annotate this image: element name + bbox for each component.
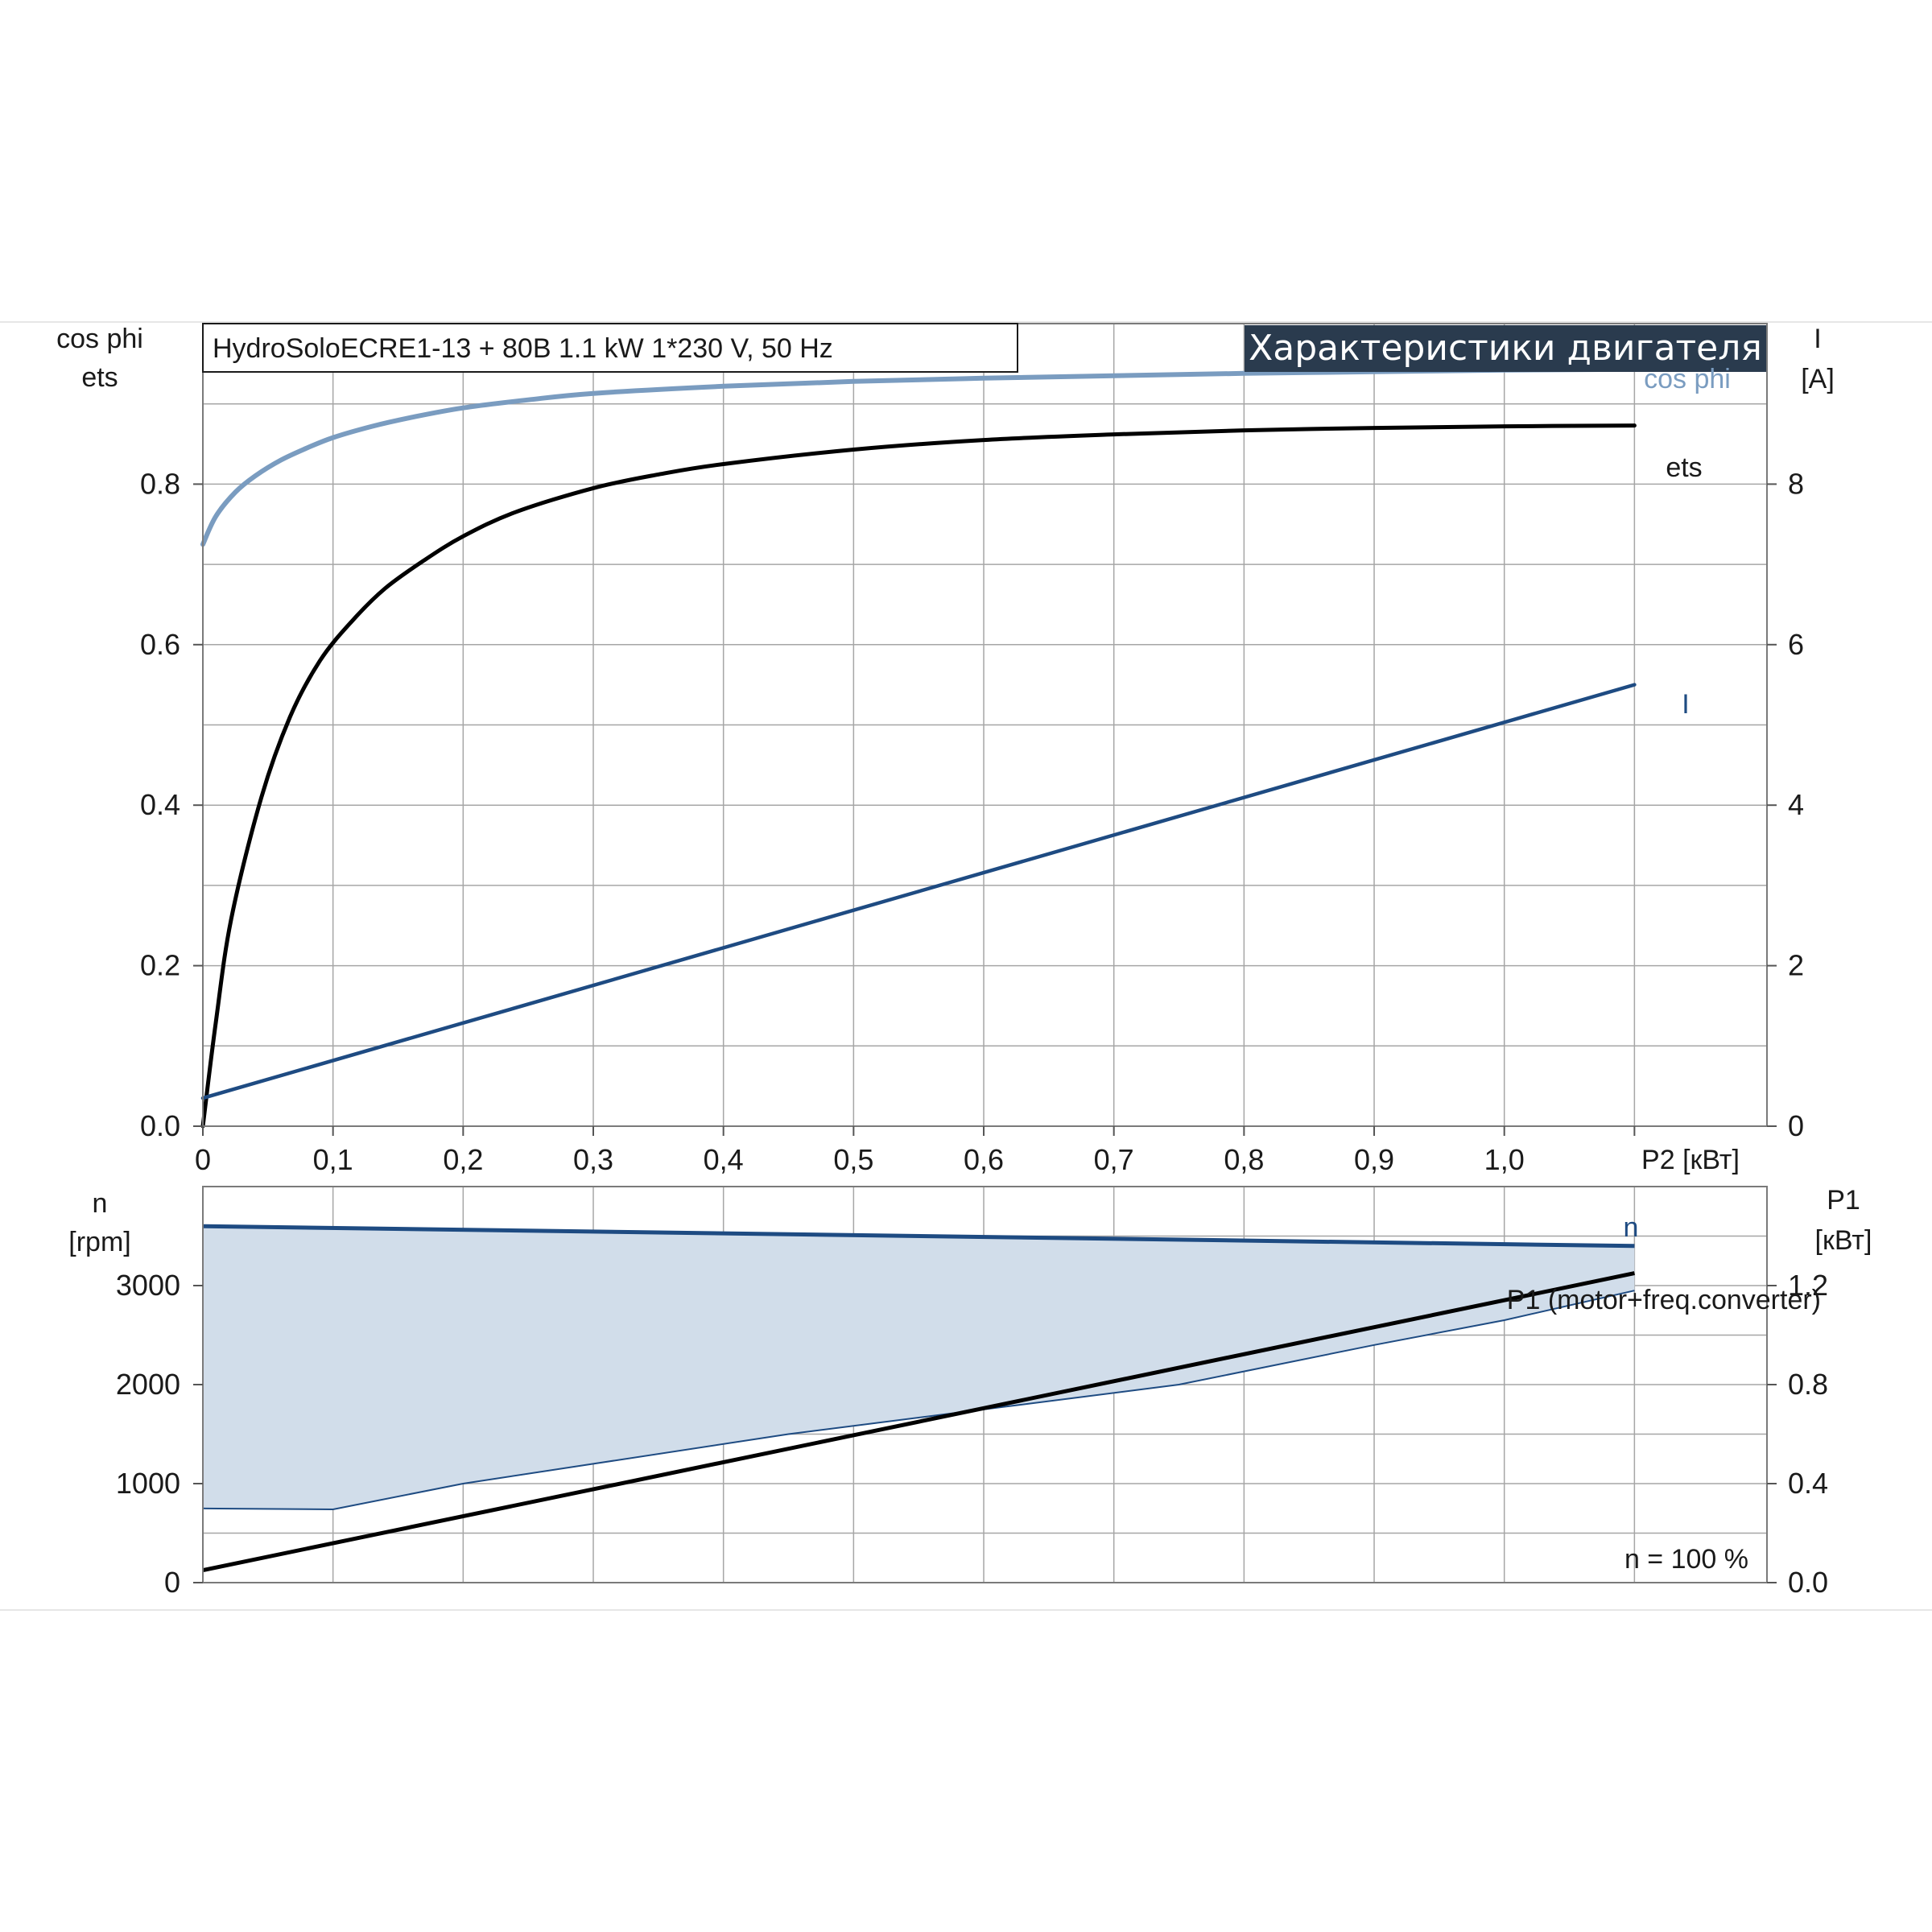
- upper-right-axis-label-1: I: [1814, 324, 1821, 354]
- x-tick-label: 0,3: [573, 1143, 613, 1176]
- x-tick-label: 1,0: [1484, 1143, 1525, 1176]
- upper-left-tick-label: 0.0: [140, 1109, 180, 1142]
- x-tick-label: 0: [195, 1143, 211, 1176]
- cos-phi-curve-label: cos phi: [1644, 364, 1731, 394]
- lower-left-tick-label: 3000: [116, 1269, 180, 1302]
- lower-left-tick-label: 2000: [116, 1368, 180, 1401]
- upper-left-tick-label: 0.6: [140, 628, 180, 661]
- p1-curve-label: P1 (motor+freq.converter): [1507, 1285, 1821, 1315]
- x-tick-label: 0,1: [313, 1143, 353, 1176]
- lower-plot-series: [202, 1224, 1635, 1573]
- current-curve: [200, 683, 1637, 1100]
- upper-right-tick-label: 2: [1788, 949, 1804, 982]
- ets-curve-label: ets: [1666, 452, 1702, 483]
- upper-left-axis-label-1: cos phi: [56, 324, 143, 354]
- x-tick-label: 0,8: [1224, 1143, 1264, 1176]
- upper-plot-ticks: 0 0,1 0,2 0,3 0,4 0,5 0,6 0,7 0,8 0,9 1,0 0.0 0.2 0.4…: [140, 467, 1804, 1176]
- lower-plot-ticks: 0 1000 2000 3000 0.0 0.4 0.8 1.2: [116, 1269, 1828, 1599]
- lower-right-tick-label: 1.2: [1788, 1269, 1828, 1302]
- current-curve-label: I: [1682, 689, 1689, 720]
- lower-left-axis-label-2: [rpm]: [68, 1227, 130, 1257]
- upper-right-tick-label: 4: [1788, 788, 1804, 821]
- speed-percent-annotation: n = 100 %: [1624, 1544, 1748, 1575]
- upper-left-tick-label: 0.4: [140, 788, 180, 821]
- lower-right-tick-label: 0.4: [1788, 1467, 1828, 1500]
- upper-left-tick-label: 0.2: [140, 949, 180, 982]
- x-tick-label: 0,7: [1094, 1143, 1134, 1176]
- speed-curve: [202, 1224, 1635, 1249]
- lower-right-tick-label: 0.0: [1788, 1566, 1828, 1599]
- upper-right-axis-label-2: [A]: [1801, 364, 1835, 394]
- upper-left-axis-label-2: ets: [81, 362, 118, 393]
- title-banner: [1245, 325, 1766, 372]
- x-tick-label: 0,9: [1354, 1143, 1394, 1176]
- x-tick-label: 0,4: [704, 1143, 744, 1176]
- model-box: [202, 323, 1018, 373]
- x-tick-label: 0,5: [833, 1143, 873, 1176]
- lower-left-tick-label: 1000: [116, 1467, 180, 1500]
- lower-right-axis-label-1: P1: [1827, 1185, 1860, 1216]
- lower-right-tick-label: 0.8: [1788, 1368, 1828, 1401]
- x-tick-label: 0,2: [443, 1143, 483, 1176]
- p1-curve: [202, 1271, 1635, 1573]
- speed-curve-label: n: [1624, 1212, 1639, 1243]
- x-tick-label: 0,6: [964, 1143, 1004, 1176]
- upper-right-tick-label: 0: [1788, 1109, 1804, 1142]
- upper-right-tick-label: 8: [1788, 467, 1804, 500]
- x-axis-label: P2 [кВт]: [1641, 1145, 1740, 1175]
- ets-curve: [200, 423, 1637, 1129]
- speed-range-lower-edge: [202, 1290, 1635, 1511]
- lower-left-axis-label-1: n: [93, 1188, 108, 1219]
- lower-left-tick-label: 0: [164, 1566, 180, 1599]
- lower-right-axis-label-2: [кВт]: [1815, 1225, 1872, 1256]
- title-banner-text: Характеристики двигателя: [1249, 328, 1762, 369]
- model-text: HydroSoloECRE1-13 + 80B 1.1 kW 1*230 V, …: [213, 333, 833, 364]
- cos-phi-curve: [200, 366, 1637, 547]
- upper-plot-grid: [203, 323, 1767, 1126]
- upper-left-tick-label: 0.8: [140, 467, 180, 500]
- speed-range-band: [203, 1226, 1635, 1509]
- upper-right-tick-label: 6: [1788, 628, 1804, 661]
- upper-plot-series: [200, 366, 1637, 1129]
